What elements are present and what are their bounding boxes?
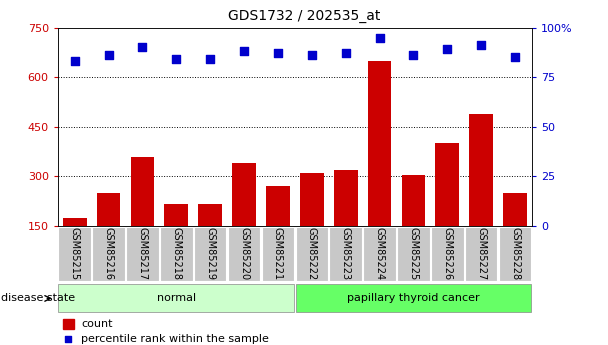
Bar xyxy=(164,205,188,276)
Bar xyxy=(232,163,256,276)
Bar xyxy=(198,205,222,276)
Point xyxy=(104,52,114,58)
Text: GSM85218: GSM85218 xyxy=(171,227,181,280)
Point xyxy=(307,52,317,58)
Point xyxy=(476,43,486,48)
Text: GSM85225: GSM85225 xyxy=(409,227,418,280)
Bar xyxy=(334,170,358,276)
Point xyxy=(409,52,418,58)
Bar xyxy=(266,186,290,276)
Bar xyxy=(469,114,493,276)
Text: GSM85216: GSM85216 xyxy=(103,227,114,280)
Point xyxy=(206,57,215,62)
Text: normal: normal xyxy=(157,294,196,303)
Bar xyxy=(465,227,497,280)
Bar xyxy=(368,61,392,276)
Point xyxy=(443,47,452,52)
Bar xyxy=(435,143,459,276)
Point xyxy=(239,49,249,54)
Point xyxy=(510,55,520,60)
Text: GSM85215: GSM85215 xyxy=(70,227,80,280)
Bar xyxy=(499,227,531,280)
Text: GSM85220: GSM85220 xyxy=(239,227,249,280)
Text: percentile rank within the sample: percentile rank within the sample xyxy=(81,334,269,344)
Bar xyxy=(330,227,362,280)
Text: GSM85217: GSM85217 xyxy=(137,227,148,280)
Bar xyxy=(63,319,74,329)
Bar xyxy=(63,218,86,276)
Bar xyxy=(364,227,396,280)
Bar xyxy=(261,227,294,280)
Bar xyxy=(92,227,125,280)
Text: disease state: disease state xyxy=(1,294,75,303)
Bar xyxy=(503,193,527,276)
Point xyxy=(137,45,147,50)
Bar xyxy=(397,227,430,280)
Bar xyxy=(58,284,294,313)
Bar xyxy=(194,227,226,280)
Text: GSM85222: GSM85222 xyxy=(307,227,317,280)
Bar xyxy=(58,227,91,280)
Text: GSM85228: GSM85228 xyxy=(510,227,520,280)
Bar xyxy=(131,157,154,276)
Bar xyxy=(228,227,260,280)
Bar xyxy=(97,193,120,276)
Bar xyxy=(295,227,328,280)
Bar xyxy=(295,284,531,313)
Bar xyxy=(431,227,463,280)
Text: GSM85219: GSM85219 xyxy=(205,227,215,280)
Text: GSM85224: GSM85224 xyxy=(375,227,385,280)
Point xyxy=(70,59,80,64)
Bar xyxy=(160,227,193,280)
Bar xyxy=(300,173,323,276)
Text: GSM85223: GSM85223 xyxy=(340,227,351,280)
Bar xyxy=(401,175,425,276)
Point xyxy=(341,51,351,56)
Text: GSM85221: GSM85221 xyxy=(273,227,283,280)
Text: GSM85226: GSM85226 xyxy=(442,227,452,280)
Point xyxy=(63,336,73,341)
Text: count: count xyxy=(81,319,113,329)
Bar xyxy=(126,227,159,280)
Point xyxy=(171,57,181,62)
Text: papillary thyroid cancer: papillary thyroid cancer xyxy=(347,294,480,303)
Text: GDS1732 / 202535_at: GDS1732 / 202535_at xyxy=(228,9,380,23)
Text: GSM85227: GSM85227 xyxy=(476,227,486,280)
Point xyxy=(273,51,283,56)
Point xyxy=(375,35,384,40)
